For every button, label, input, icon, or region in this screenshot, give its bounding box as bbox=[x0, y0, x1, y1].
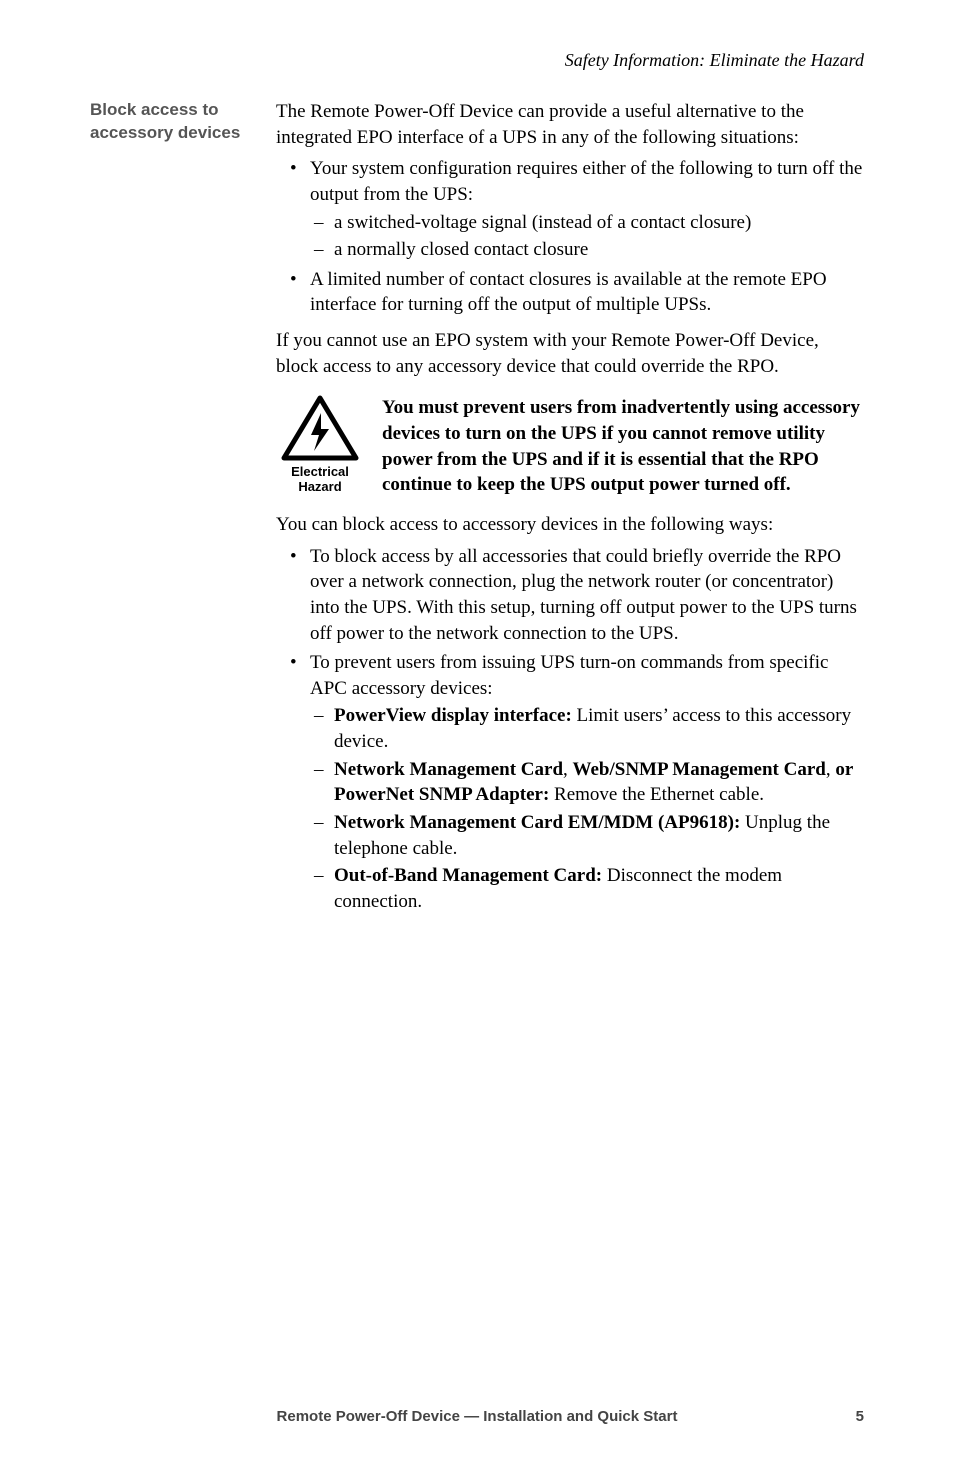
list-item-text: A limited number of contact closures is … bbox=[310, 269, 827, 316]
block-list: To block access by all accessories that … bbox=[276, 544, 864, 915]
list-item-text: To block access by all accessories that … bbox=[310, 546, 857, 644]
hazard-caption-line: Electrical bbox=[291, 464, 349, 479]
term: Web/SNMP Management Card bbox=[573, 759, 826, 780]
hazard-triangle-icon bbox=[281, 395, 359, 463]
list-item: Your system configuration requires eithe… bbox=[310, 156, 864, 263]
list-item: A limited number of contact closures is … bbox=[310, 267, 864, 318]
warning-text: You must prevent users from inadvertentl… bbox=[382, 395, 864, 498]
footer-page-number: 5 bbox=[824, 1408, 864, 1425]
situation-list: Your system configuration requires eithe… bbox=[276, 156, 864, 318]
list-item: To block access by all accessories that … bbox=[310, 544, 864, 647]
page-footer: Remote Power-Off Device — Installation a… bbox=[90, 1408, 864, 1425]
sep: , bbox=[563, 759, 573, 780]
mid-paragraph: If you cannot use an EPO system with you… bbox=[276, 328, 864, 379]
list-item: Network Management Card, Web/SNMP Manage… bbox=[334, 757, 864, 808]
list-item: PowerView display interface: Limit users… bbox=[334, 703, 864, 754]
list-item: Out-of-Band Management Card: Disconnect … bbox=[334, 863, 864, 914]
list-item-text: Your system configuration requires eithe… bbox=[310, 158, 862, 205]
term: Network Management Card EM/MDM (AP9618): bbox=[334, 812, 740, 833]
sep: , bbox=[826, 759, 836, 780]
running-header: Safety Information: Eliminate the Hazard bbox=[90, 50, 864, 71]
list-item: Network Management Card EM/MDM (AP9618):… bbox=[334, 810, 864, 861]
page: Safety Information: Eliminate the Hazard… bbox=[0, 0, 954, 1475]
term: PowerView display interface: bbox=[334, 705, 572, 726]
list-item-text: To prevent users from issuing UPS turn-o… bbox=[310, 652, 828, 699]
warning-block: Electrical Hazard You must prevent users… bbox=[276, 395, 864, 498]
block-intro: You can block access to accessory device… bbox=[276, 512, 864, 538]
list-item: a normally closed contact closure bbox=[334, 237, 864, 263]
intro-paragraph: The Remote Power-Off Device can provide … bbox=[276, 99, 864, 150]
hazard-caption: Electrical Hazard bbox=[276, 465, 364, 494]
sub-list: a switched-voltage signal (instead of a … bbox=[310, 210, 864, 263]
sub-list: PowerView display interface: Limit users… bbox=[310, 703, 864, 914]
footer-title: Remote Power-Off Device — Installation a… bbox=[130, 1408, 824, 1425]
electrical-hazard-icon: Electrical Hazard bbox=[276, 395, 364, 494]
main-column: The Remote Power-Off Device can provide … bbox=[276, 99, 864, 925]
side-heading: Block access to accessory devices bbox=[90, 99, 250, 925]
desc: Remove the Ethernet cable. bbox=[549, 784, 764, 805]
list-item: a switched-voltage signal (instead of a … bbox=[334, 210, 864, 236]
term: Out-of-Band Management Card: bbox=[334, 865, 602, 886]
term: Network Management Card bbox=[334, 759, 563, 780]
list-item: To prevent users from issuing UPS turn-o… bbox=[310, 650, 864, 914]
content-area: Block access to accessory devices The Re… bbox=[90, 99, 864, 925]
hazard-caption-line: Hazard bbox=[298, 479, 341, 494]
